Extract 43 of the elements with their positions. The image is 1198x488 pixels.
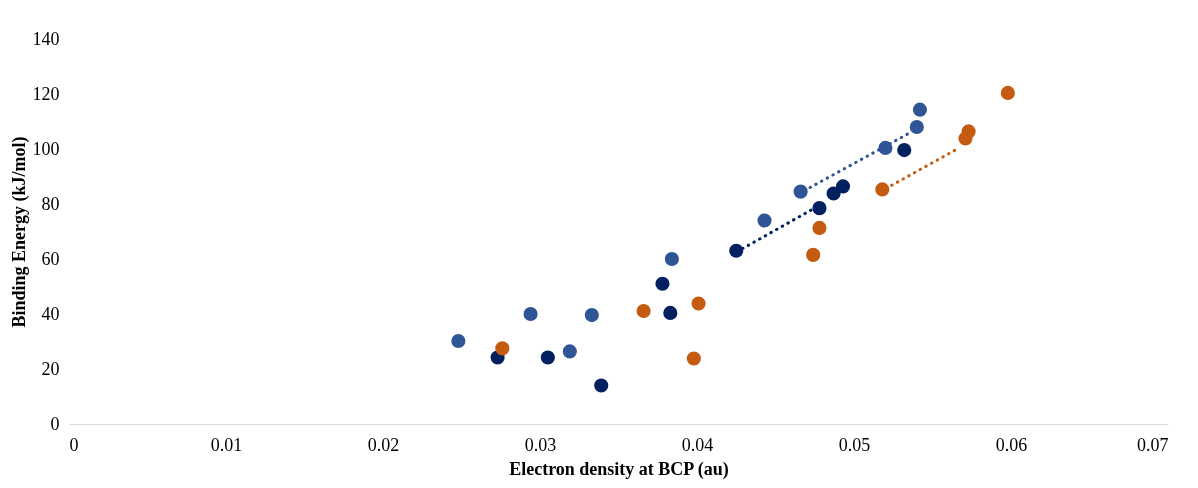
point: [757, 213, 772, 228]
point: [655, 276, 670, 291]
x-tick-label: 0.06: [995, 434, 1028, 455]
point: [663, 305, 678, 320]
point: [584, 308, 599, 323]
point: [897, 143, 912, 158]
point: [691, 296, 706, 311]
point: [1000, 85, 1015, 100]
x-tick-label: 0: [69, 434, 79, 455]
y-tick-label: 80: [41, 193, 60, 214]
y-tick-label: 60: [41, 248, 60, 269]
point: [523, 306, 538, 322]
y-tick-label: 120: [32, 83, 60, 104]
point: [594, 378, 609, 393]
point: [451, 333, 466, 349]
point: [835, 179, 851, 194]
point: [540, 350, 555, 365]
x-axis-title: Electron density at BCP (au): [509, 458, 729, 480]
point: [912, 102, 928, 117]
x-tick-label: 0.02: [367, 434, 400, 455]
x-tick-label: 0.04: [681, 434, 714, 455]
point: [562, 344, 577, 359]
y-tick-label: 40: [41, 303, 60, 324]
y-tick-label: 100: [32, 138, 60, 159]
point: [961, 124, 976, 139]
point: [793, 184, 808, 199]
point: [806, 247, 821, 262]
y-tick-label: 0: [50, 413, 60, 434]
y-tick-label: 140: [32, 28, 60, 49]
point: [495, 341, 510, 356]
x-tick-label: 0.03: [524, 434, 557, 455]
point: [875, 182, 890, 197]
point: [909, 119, 924, 135]
y-axis-title: Binding Energy (kJ/mol): [8, 136, 30, 328]
point: [729, 243, 744, 258]
point: [636, 303, 651, 319]
x-tick-label: 0.07: [1137, 434, 1169, 455]
x-tick-label: 0.01: [210, 434, 243, 455]
point: [812, 220, 827, 235]
x-tick-label: 0.05: [838, 434, 871, 455]
y-tick-label: 20: [41, 358, 60, 379]
point: [686, 351, 701, 366]
point: [664, 251, 679, 267]
